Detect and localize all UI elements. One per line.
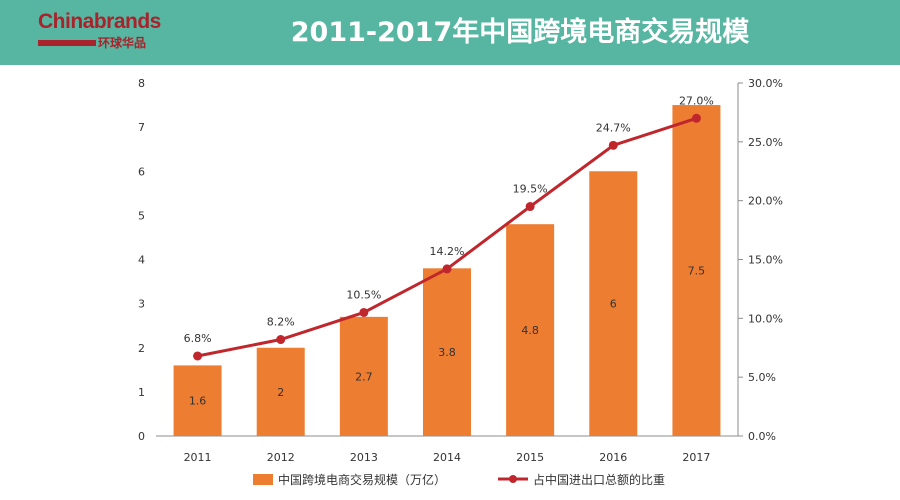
bar-2017 [672, 105, 721, 436]
share-data-label: 27.0% [679, 94, 714, 107]
bar-value-label: 1.6 [189, 395, 207, 408]
legend-line-marker [509, 475, 517, 483]
logo-underline [38, 40, 96, 46]
bar-value-label: 2.7 [355, 370, 373, 383]
bar-value-label: 3.8 [438, 346, 456, 359]
bar-value-label: 4.8 [521, 324, 539, 337]
bar-2016 [589, 171, 638, 436]
legend-bar-swatch [253, 474, 273, 485]
share-data-label: 24.7% [596, 121, 631, 134]
x-tick-label: 2011 [184, 451, 212, 464]
combo-chart: 0 1 2 3 4 5 6 7 8 0.0% 5.0% 10.0% 15.0% 20.0% 25.0% 30.… [138, 77, 783, 487]
x-tick-label: 2014 [433, 451, 461, 464]
x-tick-label: 2012 [267, 451, 295, 464]
bar-value-label: 7.5 [688, 265, 706, 278]
bar-2012 [256, 347, 305, 436]
right-y-tick-label: 30.0% [748, 77, 783, 90]
share-point-2013 [359, 307, 369, 317]
x-tick-label: 2017 [682, 451, 710, 464]
share-data-label: 6.8% [184, 332, 212, 345]
share-point-2017 [691, 113, 701, 123]
left-y-tick-label: 6 [138, 165, 145, 178]
share-point-2016 [608, 140, 618, 150]
right-y-tick-label: 20.0% [748, 195, 783, 208]
left-y-tick-label: 0 [138, 430, 145, 443]
left-y-tick-label: 4 [138, 254, 145, 267]
right-y-tick-label: 15.0% [748, 254, 783, 267]
chinabrands-logo: Chinabrands 环球华品 [38, 10, 161, 50]
right-y-tick-label: 10.0% [748, 312, 783, 325]
left-y-tick-label: 7 [138, 121, 145, 134]
bar-2014 [423, 268, 471, 436]
left-y-tick-label: 2 [138, 342, 145, 355]
share-data-label: 8.2% [267, 316, 295, 329]
share-data-label: 19.5% [513, 183, 548, 196]
x-tick-label: 2016 [599, 451, 627, 464]
legend-bar-label: 中国跨境电商交易规模（万亿） [278, 472, 446, 487]
logo-wordmark: Chinabrands [38, 10, 161, 33]
share-data-label: 10.5% [346, 288, 381, 301]
bar-value-label: 2 [277, 386, 284, 399]
share-point-2014 [442, 264, 452, 274]
chart-title: 2011-2017年中国跨境电商交易规模 [290, 17, 750, 48]
share-point-2011 [193, 351, 203, 361]
bar-2013 [339, 316, 388, 436]
header-banner: Chinabrands 环球华品 2011-2017年中国跨境电商交易规模 [0, 0, 900, 65]
bar-2011 [173, 365, 222, 436]
left-y-tick-label: 8 [138, 77, 145, 90]
share-point-2015 [525, 202, 535, 212]
legend-line-label: 占中国进出口总额的比重 [533, 472, 665, 487]
logo-chinese-name: 环球华品 [98, 36, 147, 50]
left-y-tick-label: 1 [138, 386, 145, 399]
right-y-tick-label: 25.0% [748, 136, 783, 149]
bar-value-label: 6 [610, 298, 617, 311]
x-tick-label: 2015 [516, 451, 544, 464]
right-y-tick-label: 0.0% [748, 430, 776, 443]
x-tick-label: 2013 [350, 451, 378, 464]
left-y-tick-label: 3 [138, 298, 145, 311]
share-point-2012 [276, 335, 286, 345]
left-y-tick-label: 5 [138, 209, 145, 222]
share-data-label: 14.2% [430, 245, 465, 258]
right-y-tick-label: 5.0% [748, 371, 776, 384]
bar-2015 [506, 224, 555, 436]
